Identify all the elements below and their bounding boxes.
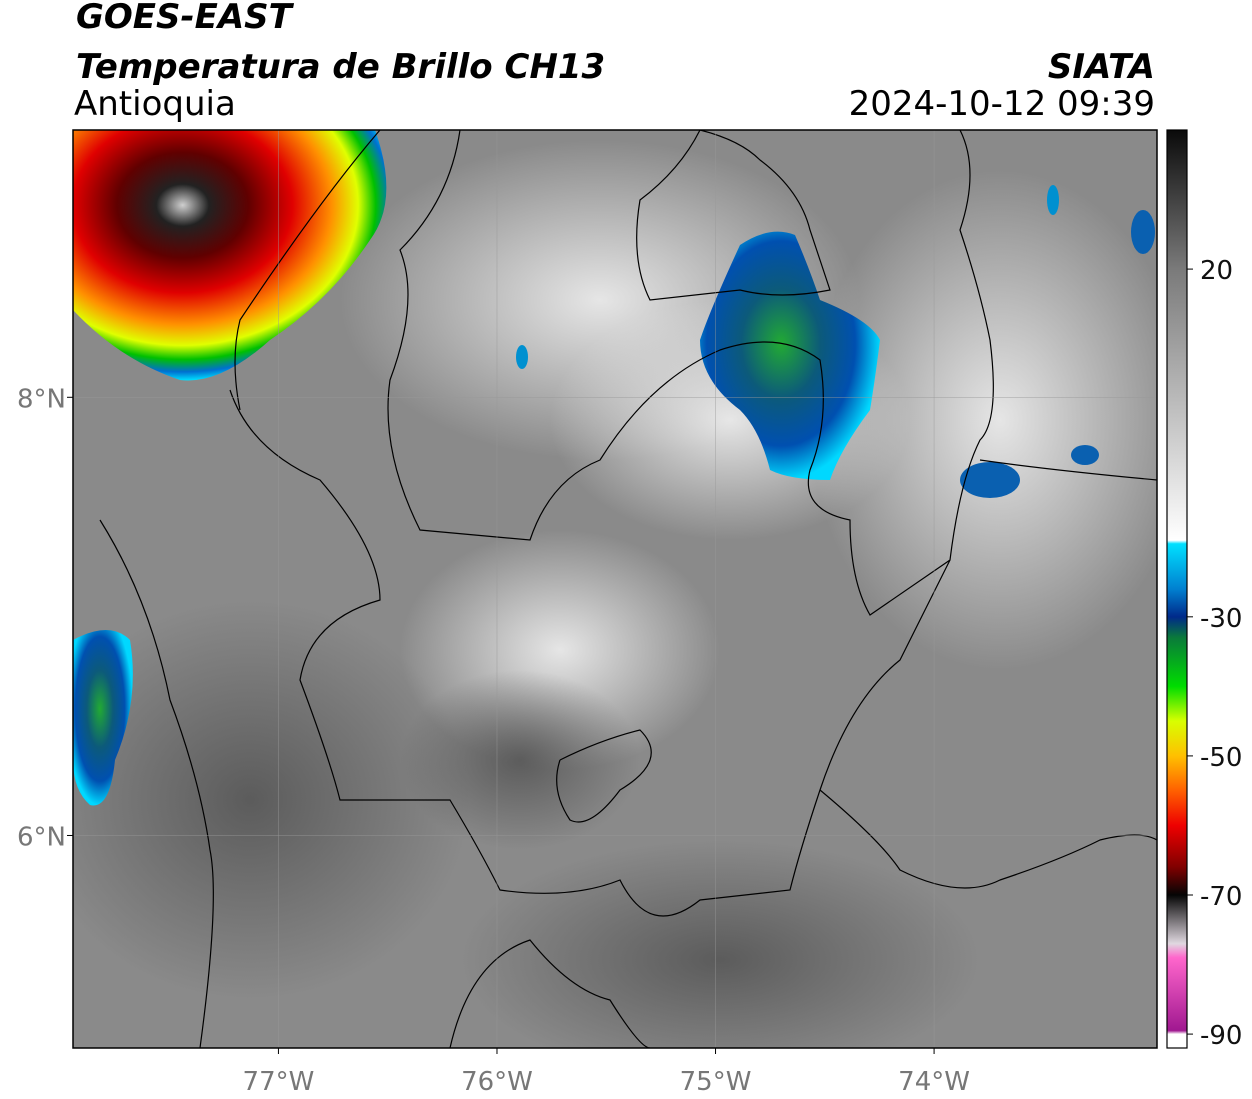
map-frame (72, 129, 1158, 1049)
source: SIATA (1048, 47, 1155, 87)
colorbar-tick-label: -30 (1200, 604, 1242, 634)
storm-cell (1047, 185, 1059, 215)
x-tick-label: 76°W (461, 1067, 533, 1097)
storm-cell (960, 462, 1020, 498)
datetime: 2024-10-12 09:39 (849, 84, 1155, 124)
storm-cell (1131, 210, 1155, 254)
clear-area (460, 840, 980, 1048)
storm-cell (73, 130, 387, 381)
y-tick-label: 8°N (17, 384, 66, 414)
imagery (73, 130, 1157, 1048)
storm-cell (73, 630, 133, 806)
storm-cell (516, 345, 528, 369)
product: Temperatura de Brillo CH13 (76, 47, 605, 87)
colorbar-tick-label: 20 (1200, 256, 1233, 286)
clear-area (73, 600, 470, 1000)
colorbar-tick-label: -50 (1200, 743, 1242, 773)
x-tick-label: 77°W (243, 1067, 315, 1097)
colorbar-tick-label: -90 (1200, 1021, 1242, 1051)
x-tick-label: 75°W (680, 1067, 752, 1097)
satellite: GOES-EAST (76, 0, 295, 37)
clear-area (400, 670, 640, 850)
region: Antioquia (74, 84, 236, 124)
x-tick-label: 74°W (898, 1067, 970, 1097)
borders (99, 130, 1157, 1048)
colorbar-tick-label: -70 (1200, 882, 1242, 912)
cloud (810, 170, 1157, 670)
colorbar (1166, 129, 1188, 1049)
y-tick-label: 6°N (17, 822, 66, 852)
storm-cell (1071, 445, 1099, 465)
storm-cell (700, 231, 880, 480)
graticule (73, 130, 1157, 1048)
